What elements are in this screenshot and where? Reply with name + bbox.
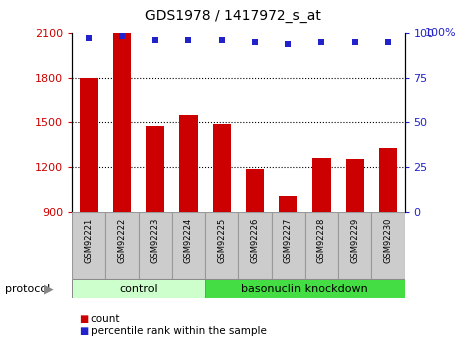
Bar — [172, 212, 205, 279]
Bar — [179, 115, 198, 212]
Bar — [379, 148, 397, 212]
Bar — [372, 212, 405, 279]
Bar — [113, 33, 131, 212]
Text: GSM92227: GSM92227 — [284, 218, 292, 263]
Point — [118, 33, 126, 39]
Bar — [338, 212, 371, 279]
Text: ■: ■ — [79, 326, 88, 336]
Text: GDS1978 / 1417972_s_at: GDS1978 / 1417972_s_at — [145, 9, 320, 23]
Text: GSM92221: GSM92221 — [84, 218, 93, 263]
Text: GSM92229: GSM92229 — [350, 218, 359, 263]
Text: 100%: 100% — [425, 28, 456, 38]
Text: GSM92228: GSM92228 — [317, 218, 326, 263]
Bar — [246, 169, 264, 212]
Text: basonuclin knockdown: basonuclin knockdown — [241, 284, 368, 294]
Text: percentile rank within the sample: percentile rank within the sample — [91, 326, 266, 336]
Point — [85, 36, 93, 41]
Text: ▶: ▶ — [44, 283, 53, 295]
Bar — [272, 212, 305, 279]
Text: GSM92230: GSM92230 — [384, 218, 392, 263]
Text: GSM92223: GSM92223 — [151, 218, 159, 263]
Bar — [345, 159, 364, 212]
Point — [318, 39, 325, 45]
Point — [351, 39, 359, 45]
Bar — [213, 124, 231, 212]
Point — [152, 37, 159, 43]
Bar — [139, 212, 172, 279]
Text: count: count — [91, 314, 120, 324]
Point — [185, 37, 192, 43]
Text: GSM92222: GSM92222 — [118, 218, 126, 263]
Bar — [312, 158, 331, 212]
Bar — [105, 212, 139, 279]
Bar — [205, 279, 405, 298]
Bar — [305, 212, 338, 279]
Text: protocol: protocol — [5, 284, 50, 294]
Bar — [205, 212, 239, 279]
Text: ■: ■ — [79, 314, 88, 324]
Bar — [72, 212, 105, 279]
Text: GSM92226: GSM92226 — [251, 218, 259, 263]
Text: control: control — [119, 284, 158, 294]
Point — [384, 39, 392, 45]
Bar — [80, 78, 98, 212]
Bar — [72, 279, 205, 298]
Point — [251, 39, 259, 45]
Text: GSM92225: GSM92225 — [217, 218, 226, 263]
Bar — [146, 126, 164, 212]
Text: GSM92224: GSM92224 — [184, 218, 193, 263]
Point — [218, 37, 226, 43]
Bar — [279, 196, 297, 212]
Point — [285, 41, 292, 46]
Bar — [239, 212, 272, 279]
